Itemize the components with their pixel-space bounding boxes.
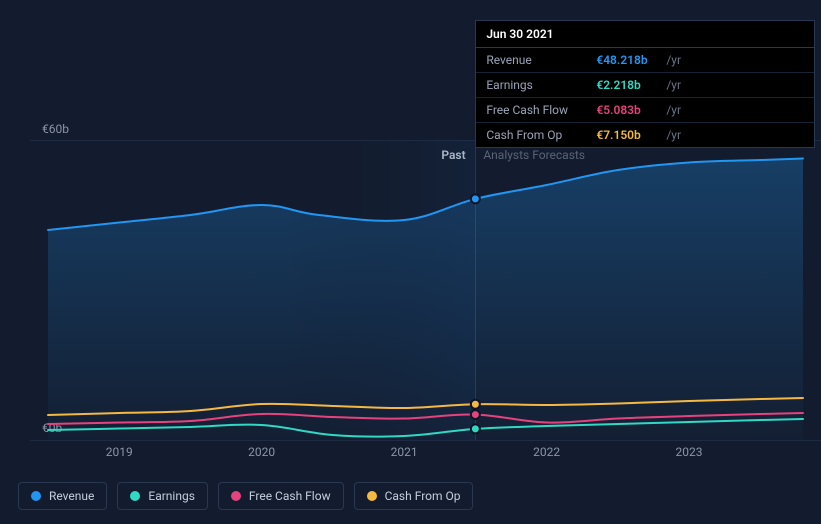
legend-item-fcf[interactable]: Free Cash Flow (218, 482, 344, 510)
tooltip-row-fcf: Free Cash Flow €5.083b /yr (476, 98, 814, 123)
gridline-bottom (30, 440, 821, 441)
x-axis-tick: 2021 (391, 445, 418, 459)
chart-plot (48, 140, 803, 440)
legend-swatch (231, 491, 241, 501)
tooltip-value: €5.083b (596, 103, 664, 117)
legend-label: Earnings (148, 489, 195, 503)
tooltip-label: Cash From Op (486, 128, 596, 142)
legend-item-cfo[interactable]: Cash From Op (354, 482, 474, 510)
legend-swatch (31, 491, 41, 501)
hover-tooltip: Jun 30 2021 Revenue €48.218b /yr Earning… (475, 20, 815, 148)
tooltip-row-revenue: Revenue €48.218b /yr (476, 48, 814, 73)
tooltip-date: Jun 30 2021 (476, 21, 814, 48)
tooltip-unit: /yr (666, 78, 681, 92)
tooltip-unit: /yr (666, 103, 681, 117)
legend-label: Cash From Op (385, 489, 461, 503)
legend-swatch (130, 491, 140, 501)
y-axis-label-max: €60b (42, 122, 56, 136)
x-axis-tick: 2023 (676, 445, 703, 459)
legend-label: Revenue (49, 489, 94, 503)
tooltip-unit: /yr (666, 53, 681, 67)
legend-item-earnings[interactable]: Earnings (117, 482, 208, 510)
tooltip-value: €48.218b (596, 53, 664, 67)
tooltip-row-earnings: Earnings €2.218b /yr (476, 73, 814, 98)
legend: Revenue Earnings Free Cash Flow Cash Fro… (18, 482, 473, 510)
legend-label: Free Cash Flow (249, 489, 331, 503)
tooltip-row-cfo: Cash From Op €7.150b /yr (476, 123, 814, 147)
tooltip-unit: /yr (666, 128, 681, 142)
x-axis-tick: 2019 (106, 445, 133, 459)
tooltip-value: €2.218b (596, 78, 664, 92)
tooltip-value: €7.150b (596, 128, 664, 142)
tooltip-label: Revenue (486, 53, 596, 67)
x-axis-labels: 2019 2020 2021 2022 2023 (48, 445, 803, 465)
x-axis-tick: 2020 (248, 445, 275, 459)
tooltip-label: Earnings (486, 78, 596, 92)
legend-swatch (367, 491, 377, 501)
x-axis-tick: 2022 (533, 445, 560, 459)
legend-item-revenue[interactable]: Revenue (18, 482, 107, 510)
tooltip-label: Free Cash Flow (486, 103, 596, 117)
